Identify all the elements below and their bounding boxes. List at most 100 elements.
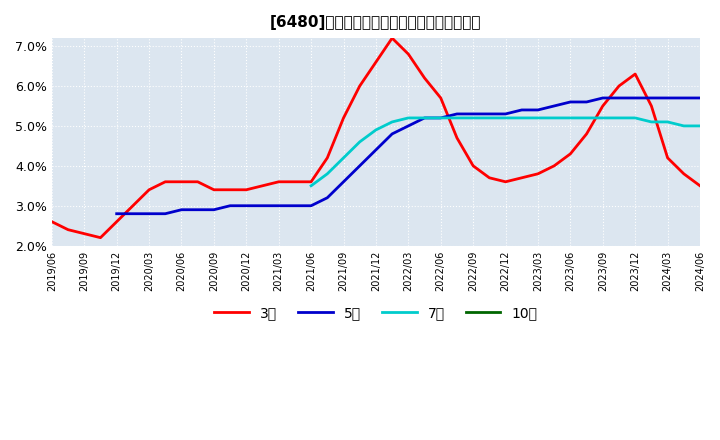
3年 xyxy=(404,51,413,57)
3年 xyxy=(274,179,283,184)
5年 xyxy=(356,163,364,169)
7年 xyxy=(436,115,445,121)
5年 xyxy=(194,207,202,213)
7年 xyxy=(420,115,429,121)
7年 xyxy=(582,115,591,121)
5年 xyxy=(274,203,283,209)
3年 xyxy=(372,59,380,65)
7年 xyxy=(550,115,559,121)
5年 xyxy=(615,95,624,101)
3年 xyxy=(582,131,591,136)
5年 xyxy=(226,203,235,209)
5年 xyxy=(112,211,121,216)
7年 xyxy=(598,115,607,121)
3年 xyxy=(242,187,251,192)
5年 xyxy=(501,111,510,117)
5年 xyxy=(323,195,332,200)
7年 xyxy=(453,115,462,121)
5年 xyxy=(485,111,494,117)
3年 xyxy=(96,235,105,240)
5年 xyxy=(420,115,429,121)
7年 xyxy=(485,115,494,121)
7年 xyxy=(388,119,397,125)
5年 xyxy=(339,179,348,184)
3年 xyxy=(161,179,170,184)
3年 xyxy=(485,175,494,180)
3年 xyxy=(566,151,575,157)
3年 xyxy=(518,175,526,180)
Title: [6480]　経常利益マージンの標準偏差の推移: [6480] 経常利益マージンの標準偏差の推移 xyxy=(270,15,482,30)
7年 xyxy=(566,115,575,121)
3年 xyxy=(177,179,186,184)
7年 xyxy=(696,123,704,128)
7年 xyxy=(518,115,526,121)
3年 xyxy=(534,171,542,176)
3年 xyxy=(129,203,138,209)
5年 xyxy=(453,111,462,117)
3年 xyxy=(64,227,73,232)
3年 xyxy=(145,187,153,192)
5年 xyxy=(680,95,688,101)
3年 xyxy=(80,231,89,236)
5年 xyxy=(242,203,251,209)
5年 xyxy=(696,95,704,101)
3年 xyxy=(388,36,397,41)
3年 xyxy=(339,115,348,121)
3年 xyxy=(615,83,624,88)
7年 xyxy=(534,115,542,121)
5年 xyxy=(598,95,607,101)
7年 xyxy=(663,119,672,125)
5年 xyxy=(647,95,656,101)
7年 xyxy=(404,115,413,121)
3年 xyxy=(696,183,704,188)
3年 xyxy=(420,75,429,81)
3年 xyxy=(680,171,688,176)
Line: 5年: 5年 xyxy=(117,98,700,214)
3年 xyxy=(598,103,607,109)
3年 xyxy=(469,163,477,169)
5年 xyxy=(372,147,380,153)
7年 xyxy=(647,119,656,125)
5年 xyxy=(291,203,300,209)
3年 xyxy=(453,135,462,140)
5年 xyxy=(631,95,639,101)
7年 xyxy=(307,183,315,188)
3年 xyxy=(631,71,639,77)
5年 xyxy=(404,123,413,128)
3年 xyxy=(291,179,300,184)
7年 xyxy=(680,123,688,128)
3年 xyxy=(226,187,235,192)
5年 xyxy=(145,211,153,216)
5年 xyxy=(534,107,542,113)
5年 xyxy=(469,111,477,117)
5年 xyxy=(161,211,170,216)
3年 xyxy=(323,155,332,161)
5年 xyxy=(566,99,575,105)
7年 xyxy=(469,115,477,121)
3年 xyxy=(307,179,315,184)
3年 xyxy=(258,183,267,188)
7年 xyxy=(501,115,510,121)
5年 xyxy=(307,203,315,209)
3年 xyxy=(356,83,364,88)
7年 xyxy=(356,139,364,144)
Legend: 3年, 5年, 7年, 10年: 3年, 5年, 7年, 10年 xyxy=(209,301,543,326)
5年 xyxy=(550,103,559,109)
5年 xyxy=(518,107,526,113)
5年 xyxy=(177,207,186,213)
3年 xyxy=(647,103,656,109)
3年 xyxy=(550,163,559,169)
3年 xyxy=(210,187,218,192)
5年 xyxy=(129,211,138,216)
3年 xyxy=(436,95,445,101)
5年 xyxy=(582,99,591,105)
7年 xyxy=(323,171,332,176)
5年 xyxy=(388,131,397,136)
7年 xyxy=(339,155,348,161)
3年 xyxy=(194,179,202,184)
5年 xyxy=(436,115,445,121)
5年 xyxy=(258,203,267,209)
3年 xyxy=(112,219,121,224)
Line: 3年: 3年 xyxy=(52,38,700,238)
3年 xyxy=(663,155,672,161)
